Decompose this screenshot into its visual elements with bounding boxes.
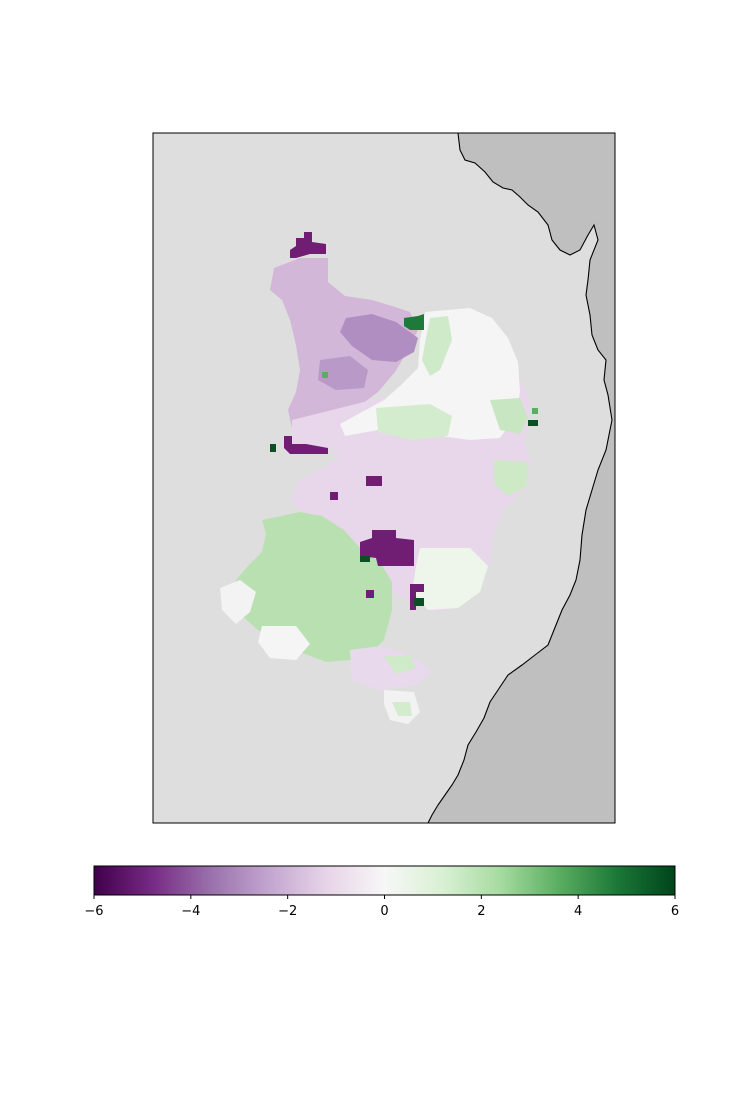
- anomaly-region-light-purple: [270, 258, 418, 428]
- land-area: [428, 133, 615, 823]
- anomaly-region-white-sw: [220, 580, 256, 624]
- colorbar-tick-label: 0: [380, 904, 388, 919]
- colorbar-ticks: −6 −4 −2 0 2 4 6: [84, 895, 679, 919]
- anomaly-block-dark-purple-west: [284, 436, 328, 454]
- anomaly-block-dark-green-e: [528, 420, 538, 426]
- anomaly-block-green-w: [322, 372, 328, 378]
- anomaly-block-dark-purple-small-3: [410, 584, 424, 610]
- anomaly-region-white-s: [258, 626, 310, 660]
- colorbar-tick-label: −2: [278, 904, 297, 919]
- anomaly-block-dark-green-ne: [404, 314, 424, 330]
- anomaly-region-green-s2: [384, 656, 416, 674]
- anomaly-region-mid-purple-north: [340, 314, 418, 362]
- coastline: [427, 133, 613, 823]
- map-panel: [153, 133, 615, 823]
- anomaly-region-green-south: [232, 512, 392, 662]
- anomaly-region-light-green-east: [376, 404, 452, 440]
- anomaly-block-dark-purple-small-4: [366, 590, 374, 598]
- anomaly-block-dark-green-c: [360, 556, 370, 562]
- map-frame: [152, 132, 616, 824]
- colorbar-tick-label: 6: [671, 904, 679, 919]
- anomaly-block-green-e: [532, 408, 538, 414]
- anomaly-region-light-lilac-s: [350, 646, 432, 690]
- anomaly-region-light-green-ne: [422, 316, 452, 376]
- colorbar-tick-label: 4: [574, 904, 582, 919]
- colorbar-tick-label: −4: [181, 904, 200, 919]
- anomaly-block-dark-purple-north: [290, 232, 326, 258]
- colorbar-tick-label: −6: [84, 904, 103, 919]
- anomaly-region-green-east-2: [494, 460, 528, 496]
- anomaly-block-dark-purple-center: [360, 530, 414, 566]
- colorbar-tick-label: 2: [477, 904, 485, 919]
- colorbar: −6 −4 −2 0 2 4 6: [84, 865, 679, 919]
- anomaly-region-green-tail: [392, 702, 412, 716]
- colorbar-bar: [93, 865, 676, 896]
- anomaly-block-dark-green-w: [270, 444, 276, 452]
- anomaly-block-dark-purple-small-1: [366, 476, 382, 486]
- anomaly-region-green-east: [490, 398, 528, 434]
- anomaly-block-dark-purple-small-2: [330, 492, 338, 500]
- data-overlay: [220, 232, 538, 724]
- anomaly-region-mid-purple-west: [318, 356, 368, 390]
- anomaly-block-dark-green-s: [414, 598, 424, 606]
- anomaly-region-white-se: [412, 548, 488, 610]
